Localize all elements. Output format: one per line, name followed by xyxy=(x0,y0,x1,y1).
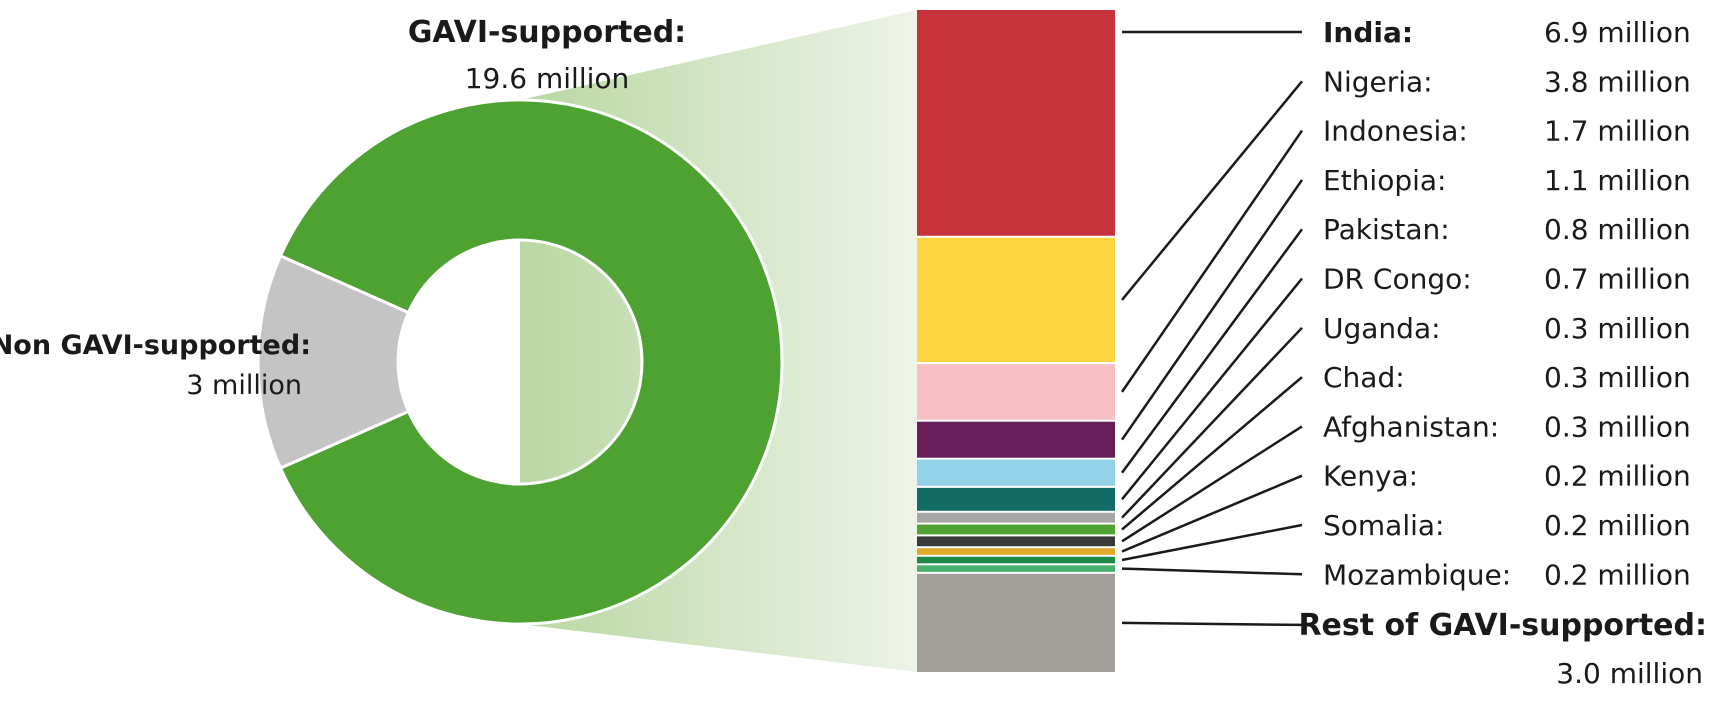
leader-line xyxy=(1121,474,1303,553)
leader-line xyxy=(1121,277,1303,501)
bar-segment-uganda xyxy=(917,512,1115,523)
value-afghanistan: 0.3 million xyxy=(1544,410,1691,443)
value-rest-of-gavi-supported: 3.0 million xyxy=(1556,657,1703,690)
value-somalia: 0.2 million xyxy=(1544,509,1691,542)
label-rest-of-gavi-supported: Rest of GAVI-supported: xyxy=(1298,608,1707,643)
leader-line xyxy=(1121,425,1303,543)
leader-line xyxy=(1121,621,1303,627)
donut-slice-gavi-supported xyxy=(278,98,784,626)
bar-segment-kenya xyxy=(917,548,1115,555)
value-gavi-supported: 19.6 million xyxy=(465,62,630,95)
bar-segment-dr-congo xyxy=(917,487,1115,511)
bar-segment-india xyxy=(917,10,1115,236)
value-pakistan: 0.8 million xyxy=(1544,213,1691,246)
label-mozambique: Mozambique: xyxy=(1323,558,1511,591)
bar-segment-mozambique xyxy=(917,565,1115,572)
value-mozambique: 0.2 million xyxy=(1544,558,1691,591)
bar-segment-afghanistan xyxy=(917,536,1115,547)
label-gavi-supported: GAVI-supported: xyxy=(408,15,686,50)
value-indonesia: 1.7 million xyxy=(1544,115,1691,148)
leader-line xyxy=(1121,326,1303,519)
leader-line xyxy=(1120,179,1304,441)
value-nigeria: 3.8 million xyxy=(1544,65,1691,98)
leader-line xyxy=(1121,80,1303,301)
value-non-gavi-supported: 3 million xyxy=(186,370,302,401)
bar-segment-nigeria xyxy=(917,237,1115,363)
value-uganda: 0.3 million xyxy=(1544,312,1691,345)
leader-line xyxy=(1121,523,1303,562)
value-dr-congo: 0.7 million xyxy=(1544,263,1691,296)
label-kenya: Kenya: xyxy=(1323,460,1418,493)
value-ethiopia: 1.1 million xyxy=(1544,164,1691,197)
leader-line xyxy=(1120,129,1304,393)
leader-line xyxy=(1120,228,1304,474)
label-ethiopia: Ethiopia: xyxy=(1323,164,1446,197)
label-dr-congo: DR Congo: xyxy=(1323,263,1472,296)
donut-slice-non-gavi-supported xyxy=(256,253,411,471)
value-kenya: 0.2 million xyxy=(1544,460,1691,493)
bar-segment-rest-of-gavi-supported xyxy=(917,573,1115,672)
bar-segment-ethiopia xyxy=(917,421,1115,458)
bar-segment-pakistan xyxy=(917,459,1115,486)
label-afghanistan: Afghanistan: xyxy=(1323,410,1499,443)
label-somalia: Somalia: xyxy=(1323,509,1445,542)
leader-line xyxy=(1121,567,1303,576)
label-indonesia: Indonesia: xyxy=(1323,115,1468,148)
value-chad: 0.3 million xyxy=(1544,361,1691,394)
bar-segment-indonesia xyxy=(917,364,1115,420)
label-pakistan: Pakistan: xyxy=(1323,213,1450,246)
label-uganda: Uganda: xyxy=(1323,312,1441,345)
leader-line xyxy=(1121,376,1303,531)
label-nigeria: Nigeria: xyxy=(1323,65,1433,98)
label-non-gavi-supported: Non GAVI-supported: xyxy=(0,330,311,361)
label-india: India: xyxy=(1323,16,1413,49)
bar-segment-chad xyxy=(917,524,1115,535)
value-india: 6.9 million xyxy=(1544,16,1691,49)
bar-segment-somalia xyxy=(917,556,1115,564)
label-chad: Chad: xyxy=(1323,361,1405,394)
